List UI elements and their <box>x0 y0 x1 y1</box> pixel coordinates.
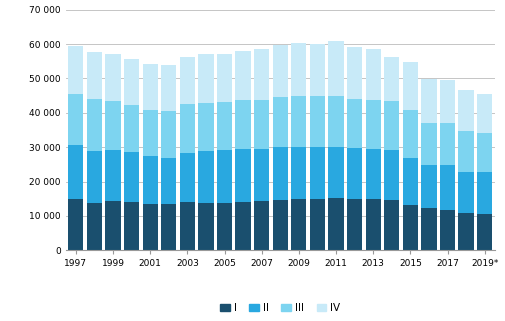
Bar <box>384 101 399 150</box>
Bar <box>366 199 381 250</box>
Bar <box>198 151 214 203</box>
Bar <box>68 47 83 94</box>
Bar <box>254 100 269 149</box>
Bar <box>87 100 102 151</box>
Bar <box>273 97 288 147</box>
Bar <box>291 147 307 199</box>
Bar <box>328 198 343 250</box>
Bar <box>217 54 232 102</box>
Bar <box>291 96 307 147</box>
Bar <box>180 104 195 153</box>
Bar <box>328 40 343 96</box>
Bar <box>235 202 250 250</box>
Bar <box>124 59 139 105</box>
Bar <box>347 148 362 199</box>
Bar <box>68 199 83 250</box>
Bar <box>402 110 418 158</box>
Bar <box>87 52 102 100</box>
Bar <box>310 147 325 199</box>
Bar <box>106 201 121 250</box>
Bar <box>440 210 455 250</box>
Bar <box>198 103 214 151</box>
Bar <box>180 153 195 202</box>
Bar <box>347 199 362 250</box>
Bar <box>384 150 399 200</box>
Bar <box>421 208 436 250</box>
Bar <box>477 94 492 133</box>
Bar <box>310 199 325 250</box>
Bar <box>106 54 121 101</box>
Bar <box>459 90 474 131</box>
Bar <box>347 99 362 148</box>
Bar <box>161 111 176 158</box>
Bar <box>402 205 418 250</box>
Bar <box>180 202 195 250</box>
Bar <box>273 200 288 250</box>
Bar <box>235 51 250 100</box>
Bar <box>235 100 250 149</box>
Bar <box>254 201 269 250</box>
Bar <box>477 172 492 213</box>
Bar <box>124 152 139 202</box>
Bar <box>310 96 325 147</box>
Bar <box>217 102 232 150</box>
Bar <box>217 150 232 203</box>
Bar <box>459 172 474 213</box>
Bar <box>198 54 214 103</box>
Bar <box>328 96 343 146</box>
Bar <box>68 145 83 199</box>
Bar <box>142 204 158 250</box>
Bar <box>310 44 325 96</box>
Bar <box>291 199 307 250</box>
Bar <box>366 100 381 149</box>
Bar <box>440 81 455 124</box>
Bar <box>180 57 195 104</box>
Bar <box>440 165 455 210</box>
Bar <box>402 158 418 205</box>
Bar <box>366 149 381 199</box>
Bar <box>161 158 176 204</box>
Bar <box>235 149 250 202</box>
Bar <box>384 200 399 250</box>
Bar <box>459 213 474 250</box>
Bar <box>273 45 288 97</box>
Bar <box>384 57 399 101</box>
Bar <box>459 131 474 172</box>
Bar <box>68 94 83 145</box>
Bar <box>421 123 436 165</box>
Bar <box>291 43 307 96</box>
Bar <box>142 64 158 110</box>
Bar <box>440 124 455 165</box>
Bar <box>106 150 121 201</box>
Bar <box>124 202 139 250</box>
Bar <box>402 62 418 110</box>
Bar <box>161 204 176 250</box>
Bar <box>142 110 158 157</box>
Bar <box>87 151 102 203</box>
Bar <box>254 149 269 201</box>
Legend: I, II, III, IV: I, II, III, IV <box>216 299 344 317</box>
Bar <box>142 157 158 204</box>
Bar <box>477 133 492 172</box>
Bar <box>161 65 176 111</box>
Bar <box>421 79 436 123</box>
Bar <box>106 101 121 150</box>
Bar <box>366 49 381 100</box>
Bar <box>328 146 343 198</box>
Bar <box>347 47 362 99</box>
Bar <box>477 213 492 250</box>
Bar <box>273 147 288 200</box>
Bar <box>217 203 232 250</box>
Bar <box>87 203 102 250</box>
Bar <box>124 105 139 152</box>
Bar <box>421 165 436 208</box>
Bar <box>198 203 214 250</box>
Bar <box>254 49 269 100</box>
